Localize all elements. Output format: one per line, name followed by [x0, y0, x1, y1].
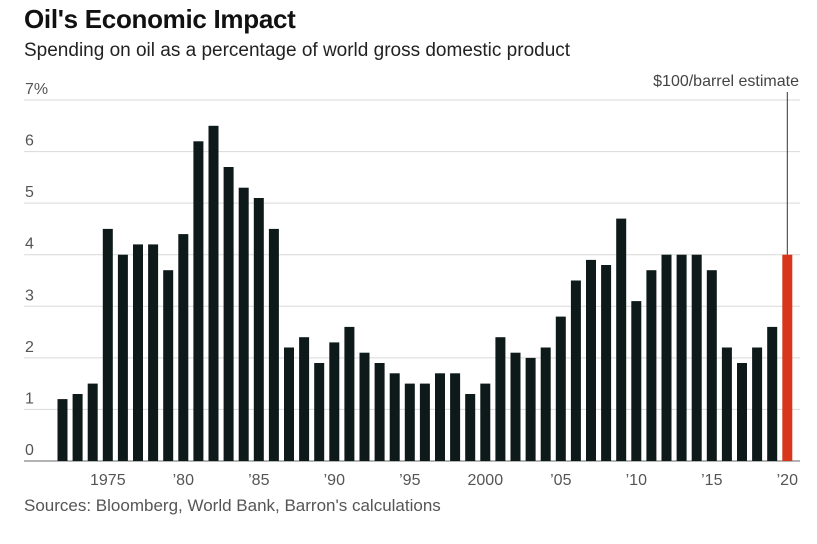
bar — [601, 265, 612, 461]
y-tick-label: 4 — [25, 236, 34, 253]
bar — [374, 363, 385, 461]
bar — [646, 270, 657, 461]
bar — [148, 244, 159, 461]
bar — [314, 363, 325, 461]
bar — [465, 394, 476, 461]
x-tick-label: ’80 — [173, 472, 194, 489]
bar — [87, 383, 98, 461]
bar — [299, 337, 310, 461]
y-tick-label: 7% — [25, 81, 48, 98]
bar — [691, 254, 702, 461]
bar — [525, 357, 536, 461]
bar — [133, 244, 143, 461]
bar — [359, 352, 370, 461]
y-tick-label: 5 — [25, 184, 34, 201]
bar — [72, 394, 83, 461]
bar — [752, 347, 763, 461]
bar — [238, 187, 249, 461]
bar — [706, 270, 717, 461]
bar — [404, 383, 415, 461]
bar — [450, 373, 461, 461]
bar — [676, 254, 687, 461]
bar — [737, 363, 747, 461]
bar — [284, 347, 294, 461]
y-tick-label: 3 — [25, 287, 34, 304]
bar — [102, 228, 113, 461]
x-tick-label: ’15 — [701, 472, 722, 489]
x-tick-label: ’85 — [248, 472, 269, 489]
bar — [435, 373, 445, 461]
y-tick-label: 0 — [25, 442, 34, 459]
bar — [253, 198, 264, 461]
bar — [616, 218, 627, 461]
x-axis-ticks: 1975 ’80 ’85 ’90 ’95 2000 ’05 ’10 ’15 ’20 — [90, 472, 798, 489]
bar — [540, 347, 551, 461]
bar — [268, 228, 279, 461]
x-tick-label: 1975 — [90, 472, 126, 489]
bar — [163, 270, 174, 461]
bar — [208, 125, 219, 462]
annotation: $100/barrel estimate — [653, 73, 799, 255]
chart-title: Oil's Economic Impact — [24, 4, 296, 34]
bar — [419, 383, 430, 461]
bar — [480, 383, 491, 461]
x-tick-label: ’05 — [550, 472, 571, 489]
bar — [661, 254, 672, 461]
y-tick-label: 6 — [25, 133, 34, 150]
bar — [495, 337, 506, 461]
x-tick-label: ’20 — [777, 472, 798, 489]
bar — [329, 342, 340, 461]
annotation-label: $100/barrel estimate — [653, 73, 799, 90]
bar — [570, 280, 581, 461]
bar — [193, 141, 204, 462]
bar — [586, 259, 596, 461]
x-tick-label: ’10 — [626, 472, 647, 489]
bar — [389, 373, 400, 461]
y-tick-label: 1 — [25, 390, 34, 407]
bar — [631, 301, 642, 461]
bar-highlight — [782, 254, 793, 461]
bar — [555, 316, 566, 461]
bar — [344, 326, 355, 461]
bar — [117, 254, 128, 461]
x-tick-label: ’95 — [399, 472, 420, 489]
bar — [510, 352, 521, 461]
bar — [178, 234, 189, 461]
source-note: Sources: Bloomberg, World Bank, Barron's… — [24, 496, 441, 515]
chart-subtitle: Spending on oil as a percentage of world… — [24, 40, 571, 61]
y-tick-label: 2 — [25, 339, 34, 356]
y-axis-ticks: 0 1 2 3 4 5 6 7% — [25, 81, 48, 459]
bar — [767, 326, 778, 461]
bar — [721, 347, 732, 461]
x-tick-label: 2000 — [468, 472, 504, 489]
bar — [223, 167, 234, 461]
bar — [57, 399, 68, 461]
bars — [57, 125, 793, 462]
x-tick-label: ’90 — [324, 472, 345, 489]
